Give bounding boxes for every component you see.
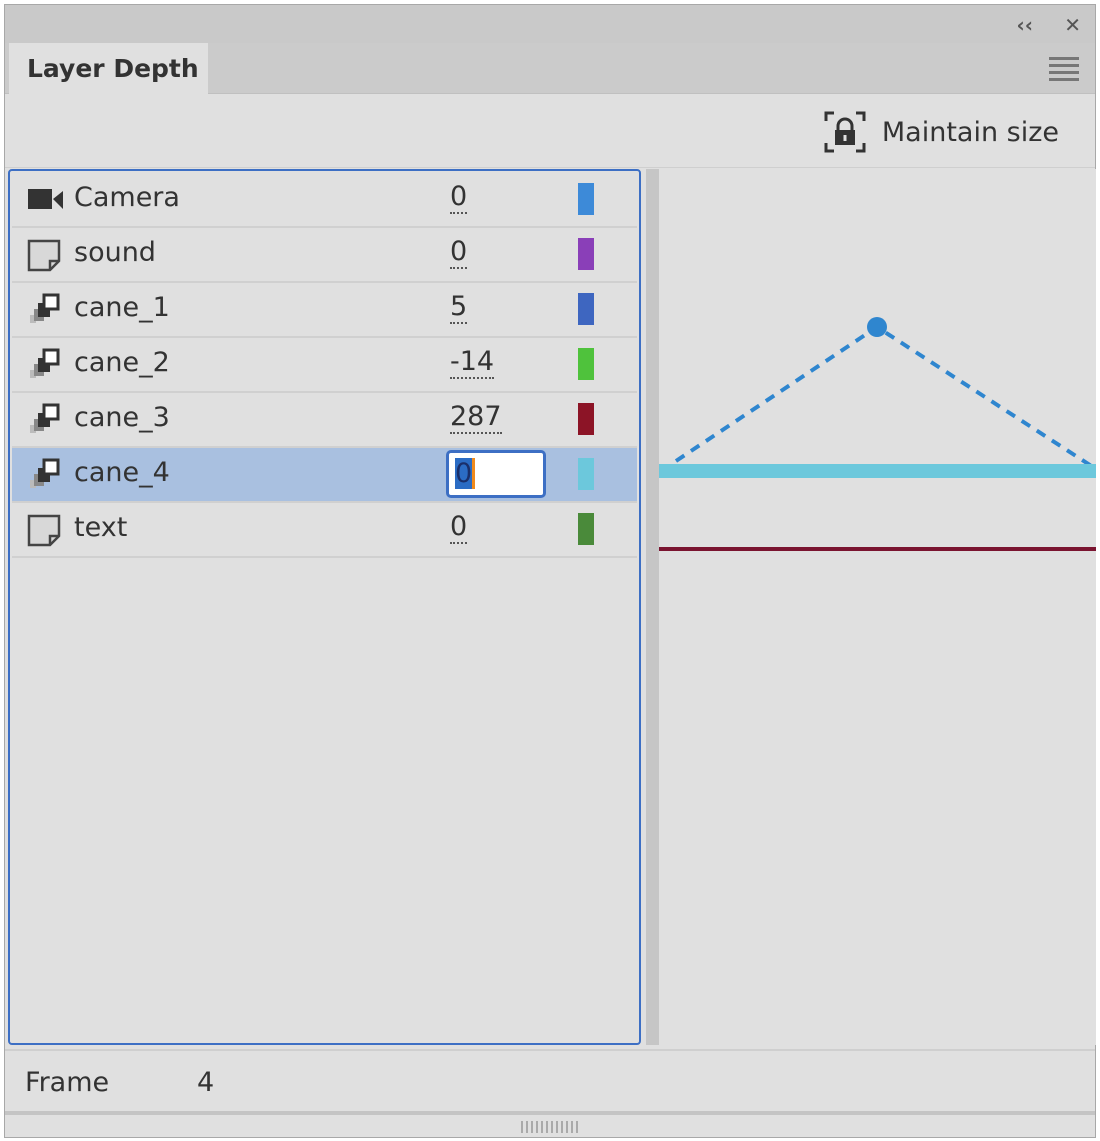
panel-menu-icon[interactable] [1049,57,1079,85]
lock-bracket-icon [824,111,866,153]
layer-color-swatch [578,293,594,325]
footer: Frame 4 [5,1049,1095,1113]
layer-row-cane-4[interactable]: cane_4 0 [12,448,637,503]
layer-color-swatch [578,403,594,435]
frame-value: 4 [197,1067,215,1098]
layer-color-swatch [578,513,594,545]
layer-row-cane-1[interactable]: cane_1 5 [12,283,637,338]
toolbar: Maintain size [5,93,1095,168]
layer-row-cane-2[interactable]: cane_2 -14 [12,338,637,393]
depth-value[interactable]: -14 [450,346,495,379]
depth-value[interactable]: 0 [450,511,468,544]
resize-grip[interactable] [521,1121,579,1133]
layer-color-swatch [578,458,594,490]
layer-color-swatch [578,183,594,215]
camera-icon [26,183,66,217]
layer-name: cane_2 [74,347,170,378]
close-button[interactable]: ✕ [1064,13,1081,37]
layer-name: sound [74,237,156,268]
motion-tween-icon [26,403,66,437]
frame-label: Frame [25,1067,110,1098]
layer-icon [26,238,66,272]
layer-name: cane_4 [74,457,170,488]
depth-value[interactable]: 5 [450,291,468,324]
motion-tween-icon [26,458,66,492]
layer-name: cane_1 [74,292,170,323]
layer-row-text[interactable]: text 0 [12,503,637,558]
layer-name: Camera [74,182,180,213]
layer-icon [26,513,66,547]
layer-row-cane-3[interactable]: cane_3 287 [12,393,637,448]
panel-titlebar: ‹‹ ✕ [5,5,1095,43]
motion-tween-icon [26,293,66,327]
layer-color-swatch [578,238,594,270]
layer-row-sound[interactable]: sound 0 [12,228,637,283]
collapse-button[interactable]: ‹‹ [1016,13,1033,37]
depth-value[interactable]: 287 [450,401,502,434]
depth-value[interactable]: 0 [450,181,468,214]
layer-color-swatch [578,348,594,380]
depth-value[interactable]: 0 [450,236,468,269]
maintain-size-button[interactable]: Maintain size [824,111,1059,153]
layer-name: cane_3 [74,402,170,433]
layer-list: Camera 0 sound 0 cane_1 5 cane_2 -14 can… [8,169,641,1045]
camera-view-line [674,324,1098,471]
maintain-size-label: Maintain size [881,116,1059,148]
resize-bar [5,1111,1095,1141]
depth-preview [659,169,1098,1045]
depth-input[interactable]: 0 [446,450,546,498]
camera-point[interactable] [867,317,887,337]
layer-depth-panel: ‹‹ ✕ Layer Depth Maintain size Camera 0 … [4,4,1098,1141]
layer-name: text [74,512,128,543]
motion-tween-icon [26,348,66,382]
layer-row-camera[interactable]: Camera 0 [12,173,637,228]
splitter[interactable] [646,169,659,1045]
tab-bar: Layer Depth [5,43,1095,94]
tab-layer-depth[interactable]: Layer Depth [9,43,208,94]
